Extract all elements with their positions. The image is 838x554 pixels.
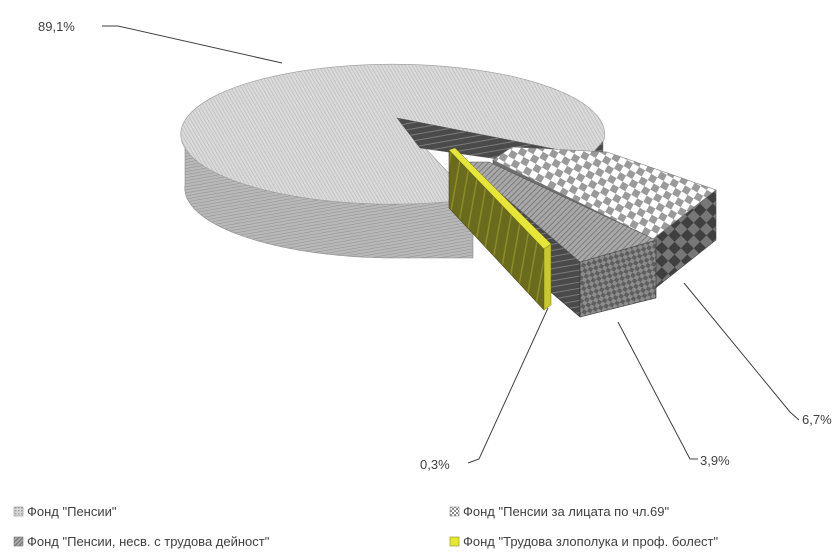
legend-item-pensions: Фонд "Пенсии" [13, 504, 117, 519]
pie-slice-accident-side [543, 243, 552, 311]
leader-line-art69 [683, 282, 800, 421]
data-label-accident: 0,3% [420, 457, 450, 472]
legend-label-pensions: Фонд "Пенсии" [27, 504, 117, 519]
pie-slice-pensions-top [180, 63, 605, 205]
leader-line-accident [467, 307, 549, 464]
data-label-nonwork: 3,9% [700, 453, 730, 468]
legend-label-accident: Фонд "Трудова злополука и проф. болест" [463, 534, 718, 549]
legend: Фонд "Пенсии" Фонд "Пенсии за лицата по … [13, 504, 718, 549]
legend-item-accident: Фонд "Трудова злополука и проф. болест" [449, 534, 718, 549]
pie-slice-nonwork-top [463, 161, 657, 263]
legend-item-art69: Фонд "Пенсии за лицата по чл.69" [449, 504, 669, 519]
legend-swatch-nonwork [13, 536, 24, 547]
data-label-art69: 6,7% [802, 412, 832, 427]
leader-line-nonwork [617, 321, 698, 460]
legend-label-nonwork: Фонд "Пенсии, несв. с трудова дейност" [27, 534, 270, 549]
legend-item-nonwork: Фонд "Пенсии, несв. с трудова дейност" [13, 534, 270, 549]
leader-line-pensions [102, 25, 283, 64]
legend-swatch-accident [449, 536, 460, 547]
pie-slice-accident [448, 147, 552, 311]
legend-swatch-pensions [13, 506, 24, 517]
pie-slice-accident-top [448, 147, 552, 250]
legend-swatch-art69 [449, 506, 460, 517]
data-label-pensions: 89,1% [38, 19, 75, 34]
legend-label-art69: Фонд "Пенсии за лицата по чл.69" [463, 504, 669, 519]
